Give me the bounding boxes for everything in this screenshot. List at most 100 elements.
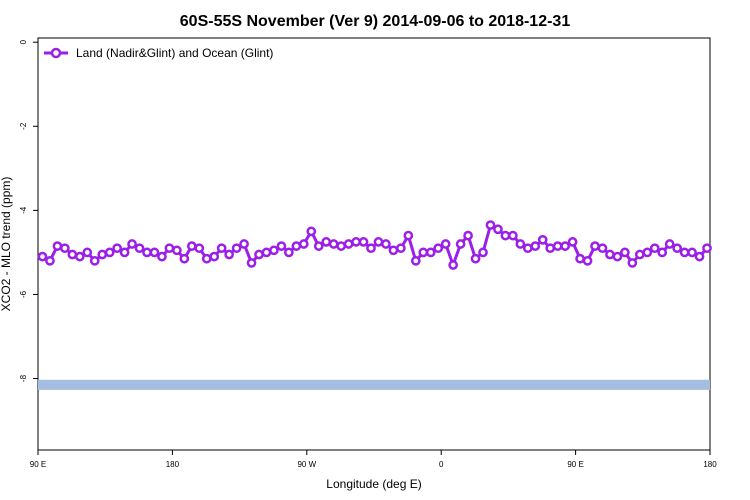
- y-tick-label: -6: [19, 290, 28, 298]
- data-point: [530, 241, 541, 251]
- data-point: [97, 249, 108, 260]
- data-point: [127, 239, 137, 249]
- data-point: [306, 226, 317, 237]
- data-point: [672, 243, 682, 254]
- data-point: [89, 255, 100, 266]
- data-point: [433, 243, 444, 254]
- x-axis-label: Longitude (deg E): [326, 477, 421, 491]
- data-point: [463, 230, 473, 241]
- data-point: [201, 253, 212, 264]
- data-point: [590, 241, 600, 251]
- data-point: [582, 255, 593, 266]
- data-point: [172, 245, 182, 256]
- legend: Land (Nadir&Glint) and Ocean (Glint): [44, 46, 273, 60]
- data-point: [261, 247, 272, 258]
- x-tick-label: 180: [166, 460, 180, 469]
- data-point: [537, 234, 548, 245]
- data-point: [67, 249, 78, 260]
- data-point: [642, 247, 653, 258]
- data-point: [119, 247, 130, 258]
- data-point: [508, 230, 518, 241]
- data-point: [60, 243, 70, 254]
- data-point: [164, 243, 175, 254]
- data-point: [425, 247, 436, 258]
- data-point: [373, 237, 384, 247]
- data-point: [545, 243, 556, 254]
- data-point: [179, 253, 190, 264]
- series-group: [37, 220, 712, 270]
- data-point: [104, 247, 115, 258]
- data-point: [478, 247, 488, 258]
- data-point: [381, 239, 391, 249]
- data-point: [567, 237, 578, 247]
- data-point: [224, 249, 234, 260]
- data-point: [493, 224, 503, 235]
- data-point: [687, 247, 697, 258]
- y-tick-label: -4: [19, 206, 28, 214]
- plot-frame: [37, 37, 711, 451]
- data-point: [410, 255, 421, 266]
- data-point: [575, 253, 585, 264]
- data-point: [500, 230, 511, 241]
- data-point: [351, 237, 361, 247]
- data-point: [597, 243, 608, 254]
- data-point: [440, 239, 451, 249]
- data-point: [134, 243, 145, 254]
- data-point: [269, 245, 279, 256]
- data-point: [366, 243, 376, 254]
- data-point: [74, 251, 85, 262]
- y-axis: 0 -2 -4 -6 -8: [19, 39, 38, 382]
- data-point: [336, 241, 346, 251]
- y-tick-label: -2: [19, 122, 28, 130]
- x-tick-label: 0: [439, 460, 444, 469]
- data-point: [298, 239, 309, 249]
- data-point: [313, 241, 324, 251]
- data-point: [448, 260, 458, 270]
- data-point: [455, 239, 466, 249]
- data-point: [694, 251, 705, 262]
- data-point: [649, 243, 660, 254]
- x-axis: 90 E 180 90 W 0 90 E 180: [30, 450, 717, 469]
- data-point: [470, 253, 481, 264]
- data-point: [82, 247, 93, 258]
- data-point: [254, 249, 264, 260]
- data-point: [142, 247, 152, 258]
- data-point: [231, 243, 242, 254]
- data-point: [194, 243, 205, 254]
- data-point: [627, 258, 638, 268]
- reference-band: [38, 379, 710, 390]
- data-point: [560, 241, 570, 251]
- data-point: [276, 241, 287, 251]
- data-point: [328, 239, 339, 249]
- data-point: [388, 245, 399, 256]
- data-point: [403, 230, 414, 241]
- x-tick-label: 90 E: [567, 460, 583, 469]
- chart-title: 60S-55S November (Ver 9) 2014-09-06 to 2…: [180, 13, 571, 30]
- y-axis-label: XCO2 - MLO trend (ppm): [0, 177, 13, 312]
- data-point: [396, 243, 406, 254]
- data-point: [112, 243, 122, 254]
- data-point: [485, 220, 496, 230]
- data-point: [216, 243, 227, 254]
- data-point: [291, 241, 302, 251]
- legend-marker: [50, 47, 62, 59]
- data-point: [239, 239, 249, 249]
- data-point: [612, 251, 623, 262]
- data-point: [284, 247, 294, 258]
- data-point: [186, 241, 197, 251]
- legend-label: Land (Nadir&Glint) and Ocean (Glint): [76, 46, 273, 60]
- data-point: [679, 247, 690, 258]
- data-point: [358, 237, 369, 247]
- y-tick-label: 0: [19, 39, 28, 44]
- data-point: [149, 247, 160, 258]
- data-point: [515, 239, 526, 249]
- data-point: [418, 247, 429, 258]
- data-point: [343, 239, 354, 249]
- x-tick-label: 180: [703, 460, 717, 469]
- data-point: [45, 255, 55, 266]
- data-point: [552, 241, 563, 251]
- data-point: [321, 237, 332, 247]
- y-tick-label: -8: [19, 374, 28, 382]
- data-point: [246, 258, 257, 268]
